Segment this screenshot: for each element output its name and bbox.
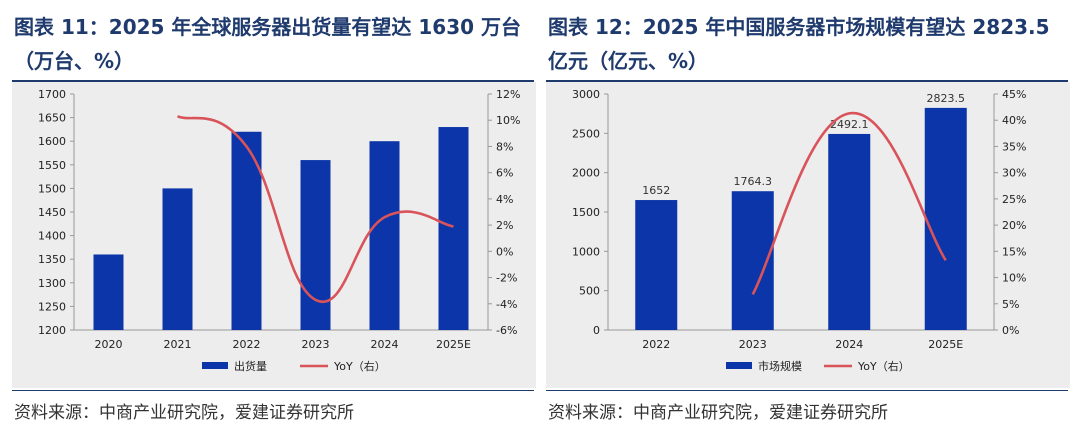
y-tick-label: 1000 bbox=[572, 245, 600, 258]
y-tick-label: 1500 bbox=[572, 206, 600, 219]
y2-tick-label: 0% bbox=[496, 245, 513, 258]
y2-tick-label: 45% bbox=[1002, 88, 1026, 101]
left-source-rule bbox=[12, 390, 534, 391]
legend-bar-swatch bbox=[202, 362, 228, 369]
y-tick-label: 1350 bbox=[38, 253, 66, 266]
y-tick-label: 2000 bbox=[572, 167, 600, 180]
y-tick-label: 1650 bbox=[38, 112, 66, 125]
y2-tick-label: -6% bbox=[496, 324, 517, 337]
x-tick-label: 2025E bbox=[436, 338, 471, 351]
x-tick-label: 2022 bbox=[233, 338, 261, 351]
y-tick-label: 500 bbox=[579, 285, 600, 298]
y2-tick-label: 12% bbox=[496, 88, 520, 101]
y-tick-label: 1550 bbox=[38, 159, 66, 172]
left-source-note: 资料来源：中商产业研究院，爱建证券研究所 bbox=[14, 403, 354, 423]
left-title-rule bbox=[12, 80, 534, 82]
y2-tick-label: 35% bbox=[1002, 140, 1026, 153]
x-tick-label: 2023 bbox=[739, 338, 767, 351]
yoy-line bbox=[176, 115, 454, 304]
legend-line-label: YoY（右） bbox=[333, 359, 386, 373]
x-tick-label: 2023 bbox=[302, 338, 330, 351]
y2-tick-label: 2% bbox=[496, 219, 513, 232]
y-tick-label: 1700 bbox=[38, 88, 66, 101]
y2-tick-label: 10% bbox=[496, 114, 520, 127]
bar-2024 bbox=[369, 141, 400, 330]
y2-tick-label: 20% bbox=[1002, 219, 1026, 232]
right-chart-area: 0 500 1000 1500 2000 2500 3000 0% 5% 10% 15% 20% 25%… bbox=[546, 82, 1070, 388]
y2-tick-label: 30% bbox=[1002, 167, 1026, 180]
y-tick-label: 1450 bbox=[38, 206, 66, 219]
y2-tick-label: 25% bbox=[1002, 193, 1026, 206]
bar-data-label: 1652 bbox=[642, 184, 670, 197]
y-tick-label: 2500 bbox=[572, 127, 600, 140]
bar-2022 bbox=[635, 200, 678, 330]
x-tick-label: 2021 bbox=[164, 338, 192, 351]
right-figure-panel: 图表 12：2025 年中国服务器市场规模有望达 2823.5 亿元（亿元、%）… bbox=[542, 0, 1072, 438]
left-chart-svg: 1200 1250 1300 1350 1400 1450 1500 1550 1600 1650… bbox=[38, 88, 520, 373]
x-tick-label: 2025E bbox=[928, 338, 963, 351]
bar-data-label: 1764.3 bbox=[734, 175, 773, 188]
y-tick-label: 1400 bbox=[38, 230, 66, 243]
right-figure-title: 图表 12：2025 年中国服务器市场规模有望达 2823.5 亿元（亿元、%） bbox=[548, 15, 1050, 73]
y-tick-label: 1250 bbox=[38, 300, 66, 313]
bar-2023 bbox=[300, 160, 331, 330]
y2-tick-label: 5% bbox=[1002, 298, 1019, 311]
y2-tick-label: -2% bbox=[496, 272, 517, 285]
bar-2025E bbox=[924, 107, 967, 330]
y-tick-label: 3000 bbox=[572, 88, 600, 101]
bar-data-label: 2492.1 bbox=[830, 118, 869, 131]
y2-tick-label: 8% bbox=[496, 140, 513, 153]
y-tick-label: 1500 bbox=[38, 182, 66, 195]
left-chart-area: 1200 1250 1300 1350 1400 1450 1500 1550 1600 1650… bbox=[12, 82, 536, 388]
y2-tick-label: 0% bbox=[1002, 324, 1019, 337]
y2-tick-label: -4% bbox=[496, 298, 517, 311]
y-tick-label: 1300 bbox=[38, 277, 66, 290]
y2-tick-label: 6% bbox=[496, 167, 513, 180]
y2-tick-label: 40% bbox=[1002, 114, 1026, 127]
legend-bar-swatch bbox=[726, 362, 752, 369]
x-tick-label: 2024 bbox=[835, 338, 863, 351]
yoy-line bbox=[751, 112, 947, 295]
legend-bar-label: 市场规模 bbox=[758, 359, 802, 373]
y2-tick-label: 15% bbox=[1002, 245, 1026, 258]
y2-tick-label: 4% bbox=[496, 193, 513, 206]
left-figure-panel: 图表 11：2025 年全球服务器出货量有望达 1630 万台（万台、%） 12… bbox=[8, 0, 538, 438]
x-tick-label: 2020 bbox=[95, 338, 123, 351]
right-source-note: 资料来源：中商产业研究院，爱建证券研究所 bbox=[548, 403, 888, 423]
x-tick-label: 2024 bbox=[371, 338, 399, 351]
bar-2024 bbox=[828, 133, 871, 330]
y-tick-label: 1200 bbox=[38, 324, 66, 337]
bar-data-label: 2823.5 bbox=[927, 92, 966, 105]
right-chart-svg: 0 500 1000 1500 2000 2500 3000 0% 5% 10% 15% 20% 25%… bbox=[572, 88, 1026, 373]
left-figure-title: 图表 11：2025 年全球服务器出货量有望达 1630 万台（万台、%） bbox=[14, 15, 522, 73]
bar-2025E bbox=[438, 127, 469, 330]
y-tick-label: 0 bbox=[593, 324, 600, 337]
legend-line-label: YoY（右） bbox=[857, 359, 910, 373]
y2-tick-label: 10% bbox=[1002, 272, 1026, 285]
bar-2021 bbox=[162, 188, 193, 330]
right-title-rule bbox=[546, 80, 1068, 82]
legend-bar-label: 出货量 bbox=[234, 359, 267, 373]
x-tick-label: 2022 bbox=[642, 338, 670, 351]
bar-2020 bbox=[93, 254, 124, 330]
right-source-rule bbox=[546, 390, 1068, 391]
y-tick-label: 1600 bbox=[38, 135, 66, 148]
